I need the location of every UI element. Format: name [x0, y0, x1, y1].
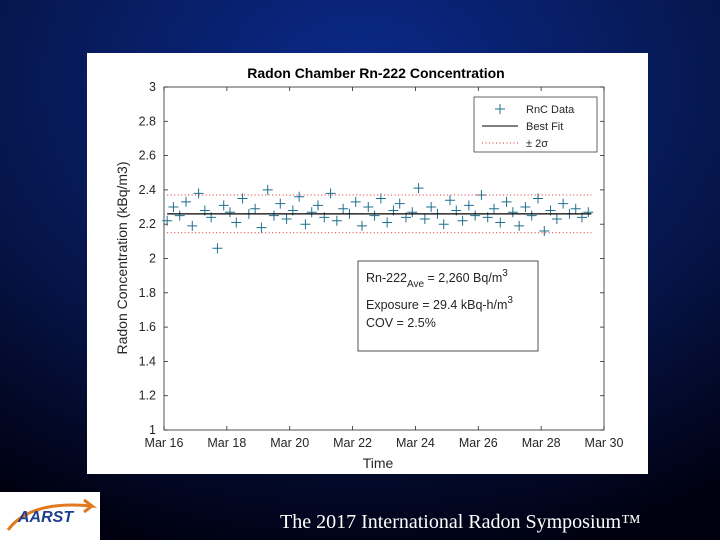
y-tick-label: 1.8 [139, 286, 156, 300]
data-point [419, 214, 430, 225]
y-axis-label: Radon Concentration (kBq/m3) [114, 162, 130, 355]
data-point [212, 243, 223, 254]
data-point [357, 220, 367, 231]
y-tick-label: 2 [149, 252, 156, 266]
logo-text: AARST [17, 509, 74, 526]
data-point [583, 207, 594, 218]
data-point [363, 202, 374, 213]
data-point [174, 210, 185, 221]
data-point [539, 226, 550, 237]
annotation-part: Rn-222 [366, 271, 407, 285]
data-point [507, 207, 518, 218]
data-point [495, 217, 506, 228]
legend-label: RnC Data [526, 104, 575, 116]
y-tick-label: 2.4 [139, 183, 156, 197]
data-point [350, 196, 361, 207]
x-tick-label: Mar 30 [585, 436, 624, 450]
data-point [463, 200, 474, 211]
annotation-box [357, 260, 539, 352]
annotation-subscript: Ave [407, 279, 424, 290]
y-tick-label: 2.8 [139, 114, 156, 128]
data-point [275, 198, 286, 209]
data-point [489, 203, 499, 214]
y-tick-label: 1.4 [139, 354, 156, 368]
data-point [325, 188, 336, 199]
data-point [514, 220, 525, 231]
data-point [262, 184, 273, 195]
y-tick-label: 2.6 [139, 149, 156, 163]
data-point [162, 215, 173, 226]
logo-swoosh [6, 498, 98, 531]
data-point [187, 220, 198, 231]
x-tick-label: Mar 22 [333, 436, 372, 450]
data-point [438, 219, 449, 230]
legend-label: ± 2σ [526, 138, 548, 150]
legend [473, 96, 598, 153]
data-point [237, 193, 248, 204]
data-point [313, 200, 323, 211]
data-point [520, 202, 531, 213]
data-point [181, 196, 191, 207]
data-point [300, 219, 311, 230]
data-point [570, 203, 581, 214]
y-tick-label: 3 [149, 80, 156, 94]
data-point [331, 215, 342, 226]
y-tick-label: 1.2 [139, 389, 156, 403]
data-point [501, 196, 512, 207]
annotation-cov: COV = 2.5% [366, 316, 436, 330]
data-point [426, 202, 437, 213]
x-tick-label: Mar 24 [396, 436, 435, 450]
data-point [294, 191, 305, 202]
legend-label: Best Fit [526, 121, 563, 133]
x-tick-label: Mar 16 [145, 436, 184, 450]
data-point [457, 215, 468, 226]
y-tick-label: 1.6 [139, 320, 156, 334]
legend-marker [495, 104, 505, 114]
footer-text: The 2017 International Radon Symposium™ [280, 511, 641, 533]
data-point [256, 222, 267, 233]
x-tick-label: Mar 20 [270, 436, 309, 450]
data-point [250, 203, 261, 214]
y-tick-label: 1 [149, 423, 156, 437]
data-point [168, 202, 179, 213]
annotation-part: Exposure = 29.4 kBq-h/m [366, 298, 507, 312]
data-point [413, 183, 424, 194]
data-point [218, 200, 229, 211]
annotation-part: = 2,260 Bq/m [424, 271, 502, 285]
data-point [338, 203, 349, 214]
data-point [369, 210, 380, 221]
annotation-superscript: 3 [507, 295, 513, 306]
x-axis-label: Time [363, 455, 394, 471]
data-point [558, 198, 569, 209]
data-point [269, 210, 279, 221]
data-point [382, 217, 393, 228]
data-point [394, 198, 405, 209]
x-tick-label: Mar 26 [459, 436, 498, 450]
data-point [281, 214, 292, 225]
data-point [306, 207, 317, 218]
y-tick-label: 2.2 [139, 217, 156, 231]
x-tick-label: Mar 28 [522, 436, 561, 450]
data-point [476, 190, 487, 201]
chart-title: Radon Chamber Rn-222 Concentration [247, 65, 504, 81]
data-point [445, 195, 455, 206]
data-point [526, 210, 537, 221]
data-point [225, 207, 235, 218]
logo-box [0, 492, 100, 540]
annotation-exposure: Exposure = 29.4 kBq-h/m3 [366, 295, 513, 312]
x-tick-label: Mar 18 [207, 436, 246, 450]
data-point [407, 207, 418, 218]
data-point [193, 188, 204, 199]
data-point [231, 217, 242, 228]
annotation-superscript: 3 [502, 268, 508, 279]
data-point [470, 210, 481, 221]
data-point [533, 193, 543, 204]
annotation-average: Rn-222Ave = 2,260 Bq/m3 [366, 268, 508, 290]
data-point [551, 214, 562, 225]
